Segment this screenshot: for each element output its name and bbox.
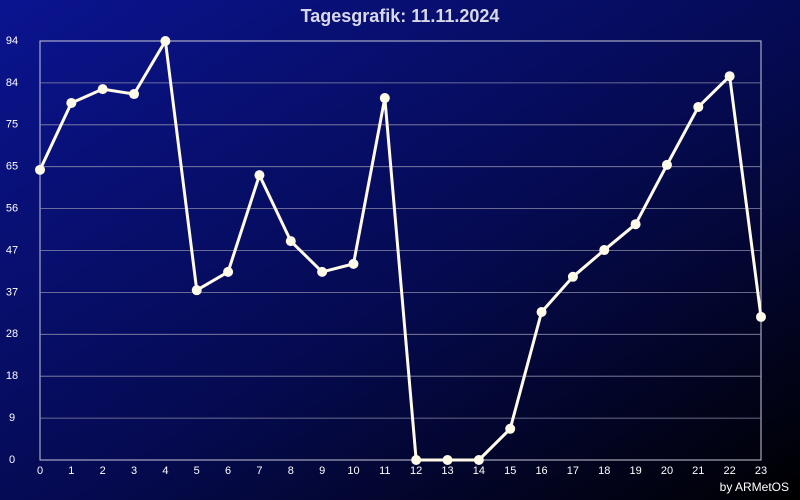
data-point (567, 271, 578, 282)
x-tick-label: 18 (598, 465, 610, 477)
data-point (505, 423, 516, 434)
x-tick-label: 8 (288, 465, 294, 477)
x-tick-label: 6 (225, 465, 231, 477)
data-point (630, 219, 641, 230)
y-tick-label: 28 (6, 328, 18, 340)
data-point (285, 236, 296, 247)
footer: by ARMetOS (720, 480, 789, 494)
data-point (317, 266, 328, 277)
x-tick-label: 2 (100, 465, 106, 477)
data-point (66, 97, 77, 108)
data-point (661, 159, 672, 170)
x-tick-label: 12 (410, 465, 422, 477)
data-point (442, 455, 453, 465)
x-tick-label: 20 (661, 465, 673, 477)
x-tick-label: 3 (131, 465, 137, 477)
data-point (129, 89, 140, 100)
data-point (536, 307, 547, 318)
x-tick-label: 15 (504, 465, 516, 477)
x-tick-label: 9 (319, 465, 325, 477)
data-point (599, 245, 610, 256)
data-point (97, 84, 108, 95)
data-point (756, 311, 766, 322)
data-point (379, 93, 390, 104)
data-point (160, 36, 171, 46)
data-point (724, 71, 735, 82)
x-tick-label: 1 (68, 465, 74, 477)
x-tick-label: 11 (379, 465, 390, 477)
x-tick-label: 7 (256, 465, 262, 477)
chart-title: Tagesgrafik: 11.11.2024 (301, 6, 500, 26)
y-tick-label: 75 (6, 119, 18, 131)
x-tick-label: 16 (535, 465, 547, 477)
data-point (348, 258, 359, 269)
y-tick-label: 56 (6, 203, 18, 215)
y-tick-label: 84 (6, 77, 18, 89)
y-tick-label: 18 (6, 370, 18, 382)
data-point (473, 455, 484, 465)
x-tick-label: 21 (692, 465, 704, 477)
x-tick-label: 0 (37, 465, 43, 477)
x-tick-label: 14 (473, 465, 485, 477)
data-point (223, 266, 234, 277)
y-tick-label: 47 (6, 244, 18, 256)
x-tick-label: 13 (441, 465, 453, 477)
x-tick-label: 4 (162, 465, 168, 477)
x-tick-label: 23 (755, 465, 767, 477)
x-tick-label: 5 (194, 465, 200, 477)
y-tick-label: 37 (6, 286, 18, 298)
y-tick-label: 94 (6, 35, 18, 47)
data-point (693, 101, 704, 112)
data-point (254, 170, 265, 181)
x-tick-label: 17 (567, 465, 579, 477)
x-tick-label: 10 (347, 465, 359, 477)
x-tick-label: 19 (629, 465, 641, 477)
data-point (35, 164, 45, 175)
x-tick-label: 22 (724, 465, 736, 477)
y-tick-label: 9 (9, 412, 15, 424)
data-point (191, 285, 202, 296)
data-point (411, 455, 422, 465)
data-line (38, 39, 763, 462)
y-tick-label: 0 (9, 454, 15, 466)
y-tick-label: 65 (6, 161, 18, 173)
